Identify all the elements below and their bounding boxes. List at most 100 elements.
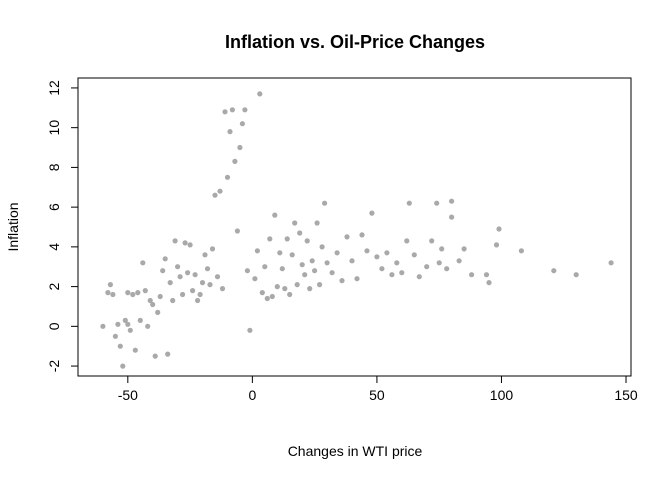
data-point — [444, 266, 450, 272]
data-point — [344, 234, 350, 240]
chart-title: Inflation vs. Oil-Price Changes — [225, 32, 485, 52]
data-point — [244, 268, 250, 274]
data-point — [130, 291, 136, 298]
data-point — [100, 323, 106, 329]
y-tick-label: 12 — [46, 80, 62, 96]
data-point — [132, 347, 138, 353]
data-point — [182, 240, 188, 246]
data-point — [204, 266, 211, 272]
y-tick-label: 0 — [46, 322, 62, 330]
data-point — [461, 246, 467, 252]
data-point — [449, 198, 455, 204]
data-point — [294, 282, 300, 288]
data-point — [354, 276, 360, 282]
data-point — [214, 274, 221, 280]
data-point — [404, 238, 410, 244]
data-point — [222, 109, 228, 115]
data-point — [105, 290, 111, 296]
data-point — [394, 260, 400, 266]
data-point — [224, 174, 231, 180]
x-axis-label: Changes in WTI price — [288, 443, 423, 459]
data-point — [107, 282, 113, 288]
data-point — [573, 272, 579, 278]
points-layer — [100, 91, 614, 369]
data-point — [217, 188, 223, 194]
data-point — [384, 250, 390, 256]
data-point — [329, 270, 335, 276]
x-tick-label: 50 — [369, 387, 385, 403]
data-point — [212, 192, 218, 198]
y-tick-label: 6 — [46, 203, 62, 211]
y-tick-label: 8 — [46, 163, 62, 171]
data-point — [364, 248, 370, 254]
data-point — [140, 260, 146, 266]
data-point — [259, 290, 265, 296]
data-point — [112, 333, 118, 339]
plot-frame — [77, 77, 632, 377]
data-point — [227, 129, 233, 135]
data-point — [424, 264, 430, 270]
data-point — [324, 260, 330, 266]
data-point — [319, 244, 325, 250]
data-point — [322, 200, 328, 206]
data-point — [429, 238, 435, 244]
data-point — [115, 321, 121, 327]
data-point — [150, 301, 156, 308]
data-point — [137, 317, 143, 323]
data-point — [279, 266, 285, 272]
data-point — [456, 258, 462, 264]
data-point — [309, 258, 315, 264]
data-point — [436, 260, 442, 266]
y-tick-label: -2 — [46, 360, 62, 373]
x-tick-label: 0 — [248, 387, 256, 403]
data-point — [237, 144, 243, 151]
data-point — [307, 286, 313, 292]
data-point — [252, 276, 258, 282]
x-tick-label: 150 — [614, 387, 638, 403]
data-point — [254, 248, 260, 254]
data-point — [202, 252, 208, 258]
data-point — [192, 272, 198, 278]
data-point — [277, 250, 283, 256]
data-point — [257, 91, 263, 97]
data-point — [469, 272, 475, 278]
data-point — [167, 280, 173, 286]
data-point — [334, 250, 340, 256]
data-point — [157, 293, 163, 300]
data-point — [439, 246, 445, 252]
data-point — [219, 286, 226, 292]
data-point — [314, 220, 320, 226]
data-point — [312, 268, 318, 274]
data-point — [302, 272, 308, 278]
data-point — [406, 200, 412, 206]
y-axis: -2 0 2 4 6 8 10 12 — [46, 80, 79, 373]
data-point — [264, 295, 270, 302]
y-tick-label: 2 — [46, 282, 62, 290]
data-point — [122, 317, 128, 323]
data-point — [117, 343, 123, 349]
data-point — [185, 270, 191, 276]
data-point — [180, 291, 186, 298]
data-point — [359, 232, 365, 238]
data-point — [317, 282, 323, 288]
data-point — [199, 280, 206, 286]
data-point — [551, 268, 557, 274]
data-point — [125, 321, 131, 327]
data-point — [197, 291, 203, 298]
data-point — [289, 252, 295, 258]
data-point — [239, 121, 245, 127]
data-point — [262, 264, 268, 270]
data-point — [170, 297, 176, 304]
data-point — [177, 274, 183, 280]
data-point — [190, 288, 196, 294]
y-tick-label: 4 — [46, 243, 62, 251]
data-point — [374, 254, 380, 260]
data-point — [125, 290, 131, 296]
data-point — [389, 272, 395, 278]
data-point — [232, 158, 238, 164]
x-axis: -50 0 50 100 150 — [118, 375, 638, 403]
data-point — [195, 297, 201, 304]
data-point — [155, 309, 161, 315]
data-point — [434, 200, 440, 206]
